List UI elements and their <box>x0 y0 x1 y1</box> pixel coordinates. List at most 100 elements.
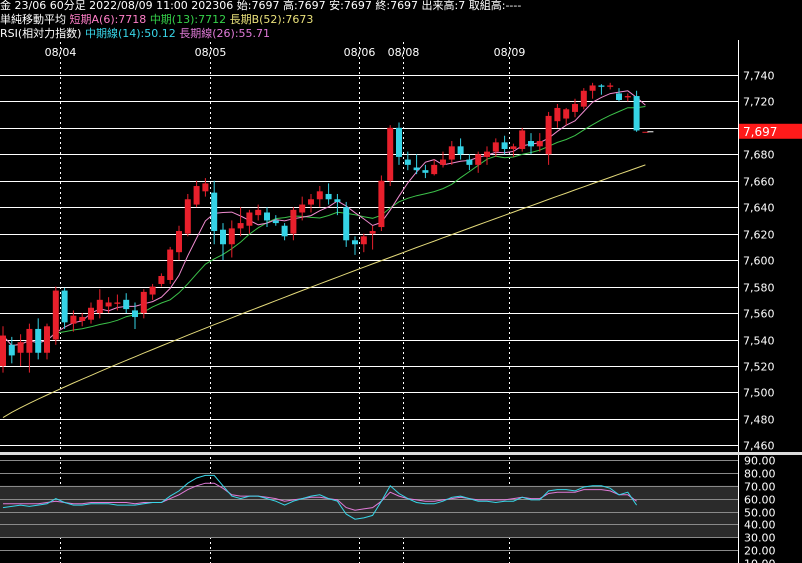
candle-body <box>343 207 350 241</box>
date-label: 08/09 <box>494 46 526 59</box>
candle-up <box>79 313 86 327</box>
candle-body <box>237 223 244 229</box>
candle-up <box>70 310 77 332</box>
candle-up <box>536 133 543 152</box>
candle-down <box>616 88 622 102</box>
candle-down <box>396 122 402 165</box>
price-tick-label: 7,520 <box>743 361 775 374</box>
rsi-tick-label: 70.00 <box>744 481 776 494</box>
candle-body <box>431 164 438 175</box>
candle-body <box>290 209 297 234</box>
candle-up <box>167 246 174 284</box>
candle-body <box>501 142 508 149</box>
date-label: 08/08 <box>388 46 420 59</box>
price-tick-label: 7,600 <box>743 255 775 268</box>
candle-body <box>624 96 631 98</box>
candle-body <box>325 193 332 200</box>
candle-down <box>633 90 640 132</box>
date-label: 08/06 <box>344 46 376 59</box>
candle-up <box>52 286 59 345</box>
rsi-mid-line <box>2 474 638 520</box>
chart-info-line: 金 23/06 60分足 2022/08/09 11:00 202306 始:7… <box>0 0 522 12</box>
price-tick-label: 7,580 <box>743 282 775 295</box>
candle-body <box>220 229 226 245</box>
price-tick-label: 7,740 <box>743 70 775 83</box>
rsi-long-value: 長期線(26):55.71 <box>179 27 271 40</box>
candle-up <box>378 175 385 232</box>
candle-body <box>140 291 147 314</box>
price-tick-label: 7,660 <box>743 176 775 189</box>
candle-down <box>404 151 411 171</box>
rsi-tick-label: 90.00 <box>744 455 776 468</box>
rsi-panel <box>0 460 738 551</box>
candle-body <box>246 212 253 226</box>
candle-body <box>176 231 182 253</box>
candle-down <box>8 336 15 364</box>
candle-body <box>149 286 156 295</box>
candle-up <box>624 93 631 102</box>
candle-up <box>246 209 253 234</box>
candle-up <box>26 323 33 373</box>
candle-body <box>563 109 570 119</box>
candle-up <box>448 141 455 165</box>
ma-long-value: 長期B(52):7673 <box>229 13 314 26</box>
rsi-legend: RSI(相対力指数) 中期線(14):50.12 長期線(26):55.71 <box>0 27 270 41</box>
candle-up <box>642 131 649 133</box>
candle-body <box>123 299 130 310</box>
candle-down <box>272 215 279 226</box>
candle-up <box>589 82 596 99</box>
candle-down <box>501 135 508 155</box>
candle-up <box>44 323 50 360</box>
candle-body <box>26 328 33 353</box>
candle-up <box>114 294 121 311</box>
candle-down <box>457 138 464 160</box>
candle-up <box>580 88 587 110</box>
candle-body <box>61 290 68 323</box>
candle-down <box>343 201 350 247</box>
candle-body <box>264 212 270 221</box>
candle-up <box>510 143 517 157</box>
rsi-tick-label: 20.00 <box>744 545 776 558</box>
candle-body <box>528 141 534 147</box>
price-tick-label: 7,460 <box>743 440 775 453</box>
candle-body <box>96 299 103 314</box>
candle-body <box>475 154 482 165</box>
candle-body <box>70 315 77 324</box>
candle-up <box>360 233 367 253</box>
candle-body <box>132 310 138 318</box>
candle-body <box>484 151 490 157</box>
panel-separator <box>0 452 802 455</box>
date-label: 08/04 <box>45 46 77 59</box>
rsi-tick-label: 40.00 <box>744 519 776 532</box>
candle-body <box>616 93 622 101</box>
candle-up <box>440 151 446 168</box>
candle-body <box>607 85 614 87</box>
candle-body <box>52 290 59 340</box>
candle-body <box>334 199 341 202</box>
candle-body <box>387 127 394 181</box>
candle-up <box>96 289 103 319</box>
candle-body <box>642 131 649 133</box>
candle-body <box>228 228 235 245</box>
candle-up <box>88 302 94 324</box>
candle-body <box>554 107 561 122</box>
rsi-tick-label: 30.00 <box>744 532 776 545</box>
price-tick-label: 7,620 <box>743 229 775 242</box>
candle-down <box>211 180 218 245</box>
candle-up <box>290 207 297 241</box>
candle-up <box>519 127 526 152</box>
candle-body <box>105 302 112 307</box>
candle-up <box>563 107 570 126</box>
candle-body <box>422 170 429 173</box>
candle-up <box>607 82 614 90</box>
candle-body <box>598 85 605 87</box>
candle-body <box>466 159 473 165</box>
candle-body <box>448 146 455 160</box>
candle-down <box>281 223 288 241</box>
candle-up <box>237 207 244 237</box>
candle-up <box>572 98 578 118</box>
last-price-label: 7,697 <box>743 125 777 139</box>
candle-down <box>466 154 473 171</box>
candle-body <box>369 231 376 234</box>
